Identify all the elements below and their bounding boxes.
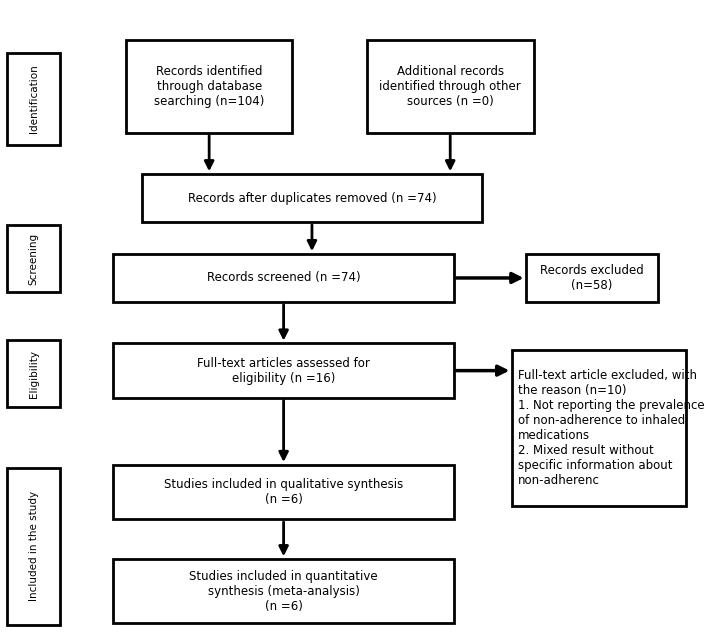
Bar [7,226,60,293]
Bar [526,254,658,302]
Text: Full-text articles assessed for
eligibility (n =16): Full-text articles assessed for eligibil… [197,357,370,385]
Text: Included in the study: Included in the study [28,491,39,601]
Text: Eligibility: Eligibility [28,350,39,398]
Bar [7,340,60,408]
Text: Studies included in quantitative
synthesis (meta-analysis)
(n =6): Studies included in quantitative synthes… [189,569,378,613]
Bar [113,559,454,623]
Text: Records after duplicates removed (n =74): Records after duplicates removed (n =74) [188,192,436,204]
Text: Screening: Screening [28,233,39,285]
Bar [7,468,60,625]
Text: Identification: Identification [28,65,39,134]
Bar [126,40,292,133]
Bar [367,40,534,133]
Bar [142,174,482,222]
Text: Records excluded
(n=58): Records excluded (n=58) [540,264,644,292]
Text: Full-text article excluded, with
the reason (n=10)
1. Not reporting the prevalen: Full-text article excluded, with the rea… [518,369,705,487]
Bar [113,344,454,397]
Bar [113,254,454,302]
Text: Studies included in qualitative synthesis
(n =6): Studies included in qualitative synthesi… [164,478,403,506]
Bar [7,52,60,146]
Bar [512,350,686,506]
Text: Additional records
identified through other
sources (n =0): Additional records identified through ot… [379,65,521,108]
Text: Records identified
through database
searching (n=104): Records identified through database sear… [154,65,264,108]
Text: Records screened (n =74): Records screened (n =74) [207,272,360,284]
Bar [113,465,454,519]
